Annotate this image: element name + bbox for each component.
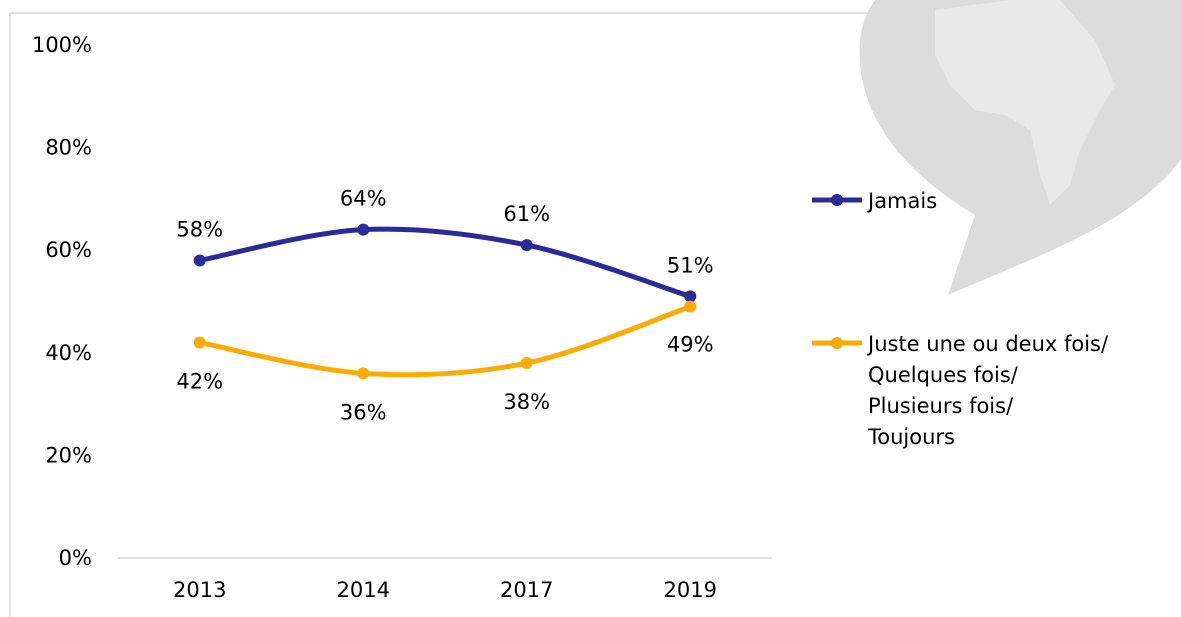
data-label: 51% — [667, 253, 714, 277]
data-point — [357, 367, 370, 380]
data-label: 36% — [340, 400, 387, 424]
y-tick-label: 60% — [45, 238, 92, 262]
x-tick-label: 2013 — [173, 578, 226, 602]
legend-label: Jamais — [866, 189, 937, 213]
data-label: 64% — [340, 187, 387, 211]
x-tick-label: 2014 — [337, 578, 390, 602]
data-point — [684, 290, 697, 303]
data-point — [520, 357, 533, 370]
y-tick-label: 100% — [32, 33, 92, 57]
legend-label: Toujours — [867, 425, 955, 449]
legend-swatch-marker — [831, 194, 843, 206]
y-tick-label: 80% — [45, 136, 92, 160]
data-label: 49% — [667, 333, 714, 357]
data-label: 42% — [176, 370, 223, 394]
legend-label: Plusieurs fois/ — [868, 394, 1014, 418]
x-tick-label: 2019 — [664, 578, 717, 602]
data-point — [357, 223, 370, 236]
legend-label: Juste une ou deux fois/ — [866, 332, 1109, 356]
x-tick-label: 2017 — [500, 578, 553, 602]
data-point — [193, 254, 206, 267]
speech-bubble-africa-watermark-icon — [859, 0, 1181, 295]
series-line — [197, 226, 693, 299]
y-tick-label: 20% — [45, 443, 92, 467]
y-tick-label: 0% — [59, 546, 92, 570]
data-point — [193, 336, 206, 349]
series-line — [197, 304, 693, 378]
y-tick-label: 40% — [45, 341, 92, 365]
data-point — [520, 239, 533, 252]
data-label: 61% — [503, 202, 550, 226]
data-label: 38% — [503, 390, 550, 414]
legend-item: Jamais — [812, 189, 937, 213]
legend-swatch-marker — [831, 337, 843, 349]
legend-item: Juste une ou deux fois/Quelques fois/Plu… — [812, 332, 1109, 449]
legend-label: Quelques fois/ — [868, 363, 1019, 387]
data-label: 58% — [176, 217, 223, 241]
data-point — [684, 300, 697, 313]
